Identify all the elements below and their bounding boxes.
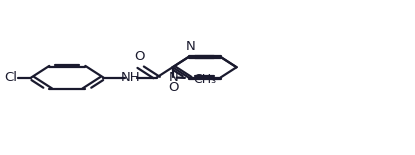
Text: CH₃: CH₃ [193, 73, 216, 86]
Text: N: N [168, 71, 178, 84]
Text: O: O [168, 81, 179, 94]
Text: N: N [186, 40, 195, 53]
Text: O: O [134, 50, 144, 63]
Text: NH: NH [121, 71, 141, 84]
Text: Cl: Cl [4, 71, 17, 84]
